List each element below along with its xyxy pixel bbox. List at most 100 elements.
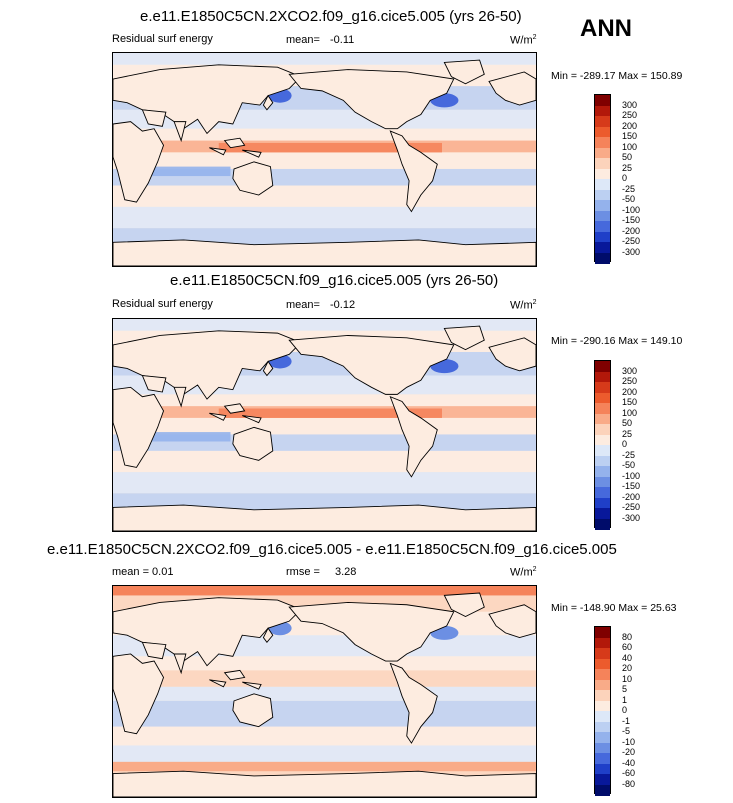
- panel2-minmax: Min = -290.16 Max = 149.10: [551, 335, 683, 347]
- colorbar-tick-label: -300: [622, 512, 641, 523]
- colorbar-tick-label: -250: [622, 502, 641, 512]
- colorbar-tick-label: 150: [622, 131, 638, 141]
- panel1-units: W/m2: [510, 34, 537, 47]
- colorbar-tick-label: -1: [622, 715, 631, 726]
- continent-outline: [263, 96, 272, 110]
- continent-outline: [113, 654, 164, 734]
- colorbar-box: [595, 711, 610, 722]
- colorbar-tick-label: -100: [622, 470, 641, 481]
- indian-cool-band: [148, 166, 231, 177]
- colorbar-tick-label: 50: [622, 418, 633, 428]
- colorbar-tick-label: 60: [622, 642, 633, 652]
- colorbar-box: [595, 158, 610, 169]
- colorbar-box: [595, 424, 610, 435]
- continent-outline: [142, 642, 185, 672]
- continent-outline: [233, 162, 273, 195]
- continent-outline: [444, 593, 484, 616]
- season-label: ANN: [580, 15, 632, 42]
- continent-outline: [113, 122, 164, 202]
- colorbar-tick-label: 1: [622, 694, 628, 705]
- panel2-mean-value: -0.12: [330, 299, 356, 311]
- map-field-band: [113, 700, 536, 727]
- continent-outline: [289, 70, 454, 129]
- panel1-map: [112, 52, 537, 267]
- colorbar-tick-label: -80: [622, 778, 636, 789]
- colorbar-tick-label: 25: [622, 428, 633, 439]
- map-field-band: [113, 726, 536, 746]
- map-field-band: [113, 472, 536, 494]
- map-svg: [113, 319, 536, 531]
- panel3-map: [112, 585, 537, 798]
- continent-outline: [209, 138, 261, 157]
- panel3-minmax: Min = -148.90 Max = 25.63: [551, 602, 677, 614]
- continent-outline: [113, 771, 536, 797]
- colorbar-box: [595, 361, 610, 372]
- colorbar-box: [595, 179, 610, 190]
- indian-cool-band: [148, 432, 231, 442]
- colorbar-box: [595, 403, 610, 414]
- continent-outline: [113, 505, 536, 531]
- colorbar-box: [595, 95, 610, 106]
- map-field-band: [113, 493, 536, 510]
- colorbar-tick-label: 200: [622, 386, 638, 397]
- colorbar-box: [595, 774, 610, 785]
- map-field-band: [113, 417, 536, 435]
- panel2-map: [112, 318, 537, 532]
- colorbar-tick-label: 250: [622, 110, 638, 120]
- panel1-variable-label: Residual surf energy: [112, 33, 213, 45]
- colorbar-tick-label: 40: [622, 652, 633, 663]
- colorbar-tick-label: -250: [622, 236, 641, 246]
- colorbar-tick-label: 0: [622, 439, 628, 449]
- panel1-units-base: W/m: [510, 34, 533, 47]
- colorbar-box: [595, 382, 610, 393]
- continent-outline: [233, 427, 273, 460]
- colorbar-box: [595, 763, 610, 775]
- panel2-units-base: W/m: [510, 299, 533, 312]
- continent-outline: [209, 670, 261, 689]
- colorbar-box: [595, 189, 610, 201]
- colorbar-tick-label: -10: [622, 736, 636, 747]
- map-field-band: [113, 656, 536, 671]
- continent-outline: [289, 602, 454, 661]
- colorbar-box: [595, 434, 610, 446]
- colorbar-tick-label: -60: [622, 768, 636, 778]
- colorbar-box: [595, 487, 610, 498]
- continent-outline: [263, 361, 272, 375]
- colorbar-tick-label: 0: [622, 173, 628, 183]
- colorbar-box: [595, 476, 610, 488]
- panel2-mean-label: mean=: [286, 299, 320, 311]
- panel2-variable-label: Residual surf energy: [112, 298, 213, 310]
- continent-outline: [489, 72, 536, 105]
- continent-outline: [289, 335, 454, 394]
- colorbar-box: [595, 455, 610, 467]
- colorbar-tick-label: 100: [622, 141, 638, 152]
- panel2-units: W/m2: [510, 299, 537, 312]
- panel1-title: e.e11.E1850C5CN.2XCO2.f09_g16.cice5.005 …: [140, 8, 522, 25]
- colorbar-tick-label: 5: [622, 684, 628, 694]
- colorbar-tick-label: -50: [622, 460, 636, 470]
- colorbar-box: [595, 445, 610, 456]
- colorbar-box: [595, 200, 610, 211]
- continent-outline: [390, 663, 437, 743]
- colorbar-tick-label: 0: [622, 705, 628, 715]
- colorbar-box: [595, 466, 610, 477]
- colorbar-tick-label: -25: [622, 183, 636, 194]
- colorbar-box: [595, 137, 610, 148]
- map-field-band: [113, 128, 536, 141]
- colorbar-tick-label: 200: [622, 120, 638, 131]
- colorbar-tick-label: 300: [622, 99, 638, 110]
- continent-outline: [209, 404, 261, 423]
- panel3-colorbar: [594, 626, 611, 796]
- colorbar-box: [595, 413, 610, 425]
- panel2-colorbar: [594, 360, 611, 530]
- continent-outline: [444, 60, 484, 84]
- colorbar-box: [595, 371, 610, 383]
- continent-outline: [142, 376, 185, 407]
- map-field-band: [113, 206, 536, 229]
- panel2-title: e.e11.E1850C5CN.f09_g16.cice5.005 (yrs 2…: [170, 272, 499, 289]
- map-svg: [113, 586, 536, 797]
- colorbar-box: [595, 116, 610, 127]
- map-field-band: [113, 185, 536, 207]
- continent-outline: [444, 326, 484, 350]
- panel1-colorbar: [594, 94, 611, 264]
